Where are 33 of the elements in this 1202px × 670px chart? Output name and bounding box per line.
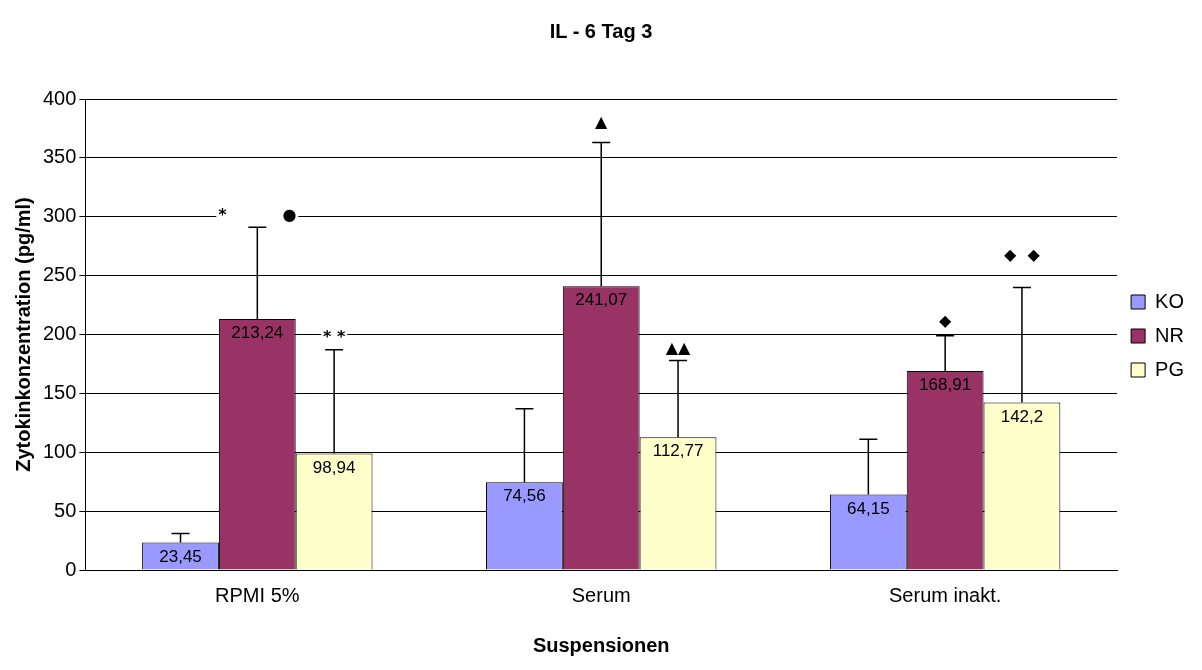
x-axis-title: Suspensionen [532, 633, 670, 656]
data-label: 74,56 [503, 486, 546, 506]
x-tick-label: Serum inakt. [889, 583, 1002, 606]
annotation: ▲▲ [665, 337, 692, 357]
y-tick-label: 350 [42, 145, 77, 168]
data-label: 98,94 [312, 457, 356, 477]
data-label: 241,07 [575, 290, 628, 310]
annotation: * ● [218, 204, 297, 224]
y-tick-label: 100 [42, 439, 77, 462]
y-tick-label: 300 [42, 204, 77, 227]
y-tick-label: 50 [54, 498, 77, 521]
annotation: ◆ [938, 310, 952, 330]
annotation: ▲ [595, 111, 609, 131]
annotation: * * [322, 326, 346, 346]
x-tick-label: RPMI 5% [215, 583, 300, 606]
data-label: 142,2 [1000, 406, 1044, 426]
y-axis-title: Zytokinkonzentration (pg/ml) [11, 197, 34, 472]
data-label: 168,91 [919, 375, 972, 395]
legend-label: PG [1155, 357, 1185, 380]
y-tick-label: 150 [42, 380, 77, 403]
x-tick-label: Serum [571, 583, 631, 606]
legend-label: KO [1155, 289, 1185, 312]
data-label: 112,77 [652, 441, 704, 461]
data-label: 213,24 [231, 323, 284, 343]
y-tick-label: 0 [65, 557, 77, 580]
annotation: ◆ ◆ [1004, 244, 1041, 264]
legend-label: NR [1155, 323, 1184, 346]
data-label: 23,45 [159, 546, 202, 566]
y-tick-label: 250 [42, 263, 77, 286]
y-tick-label: 400 [42, 86, 77, 109]
chart-title: IL - 6 Tag 3 [549, 19, 653, 42]
y-tick-label: 200 [42, 322, 77, 345]
data-label: 64,15 [847, 498, 890, 518]
